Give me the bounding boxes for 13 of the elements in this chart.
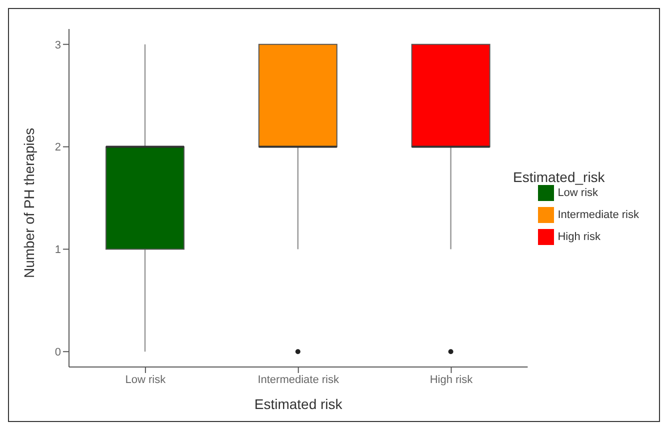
y-tick-label: 0 [54,346,61,359]
legend-title: Estimated_risk [513,169,605,185]
x-axis-title: Estimated risk [254,396,344,412]
y-tick-label: 3 [54,39,61,52]
x-tick-label: Low risk [125,374,166,386]
y-axis-title: Number of PH therapies [20,128,37,278]
x-tick-label: High risk [430,374,474,386]
legend-label: High risk [558,231,600,243]
legend-label: Low risk [558,187,598,199]
x-tick-label: Intermediate risk [258,374,340,386]
y-tick-label: 2 [54,142,61,154]
y-tick-label: 1 [54,244,61,256]
legend-label: Intermediate risk [558,209,639,221]
